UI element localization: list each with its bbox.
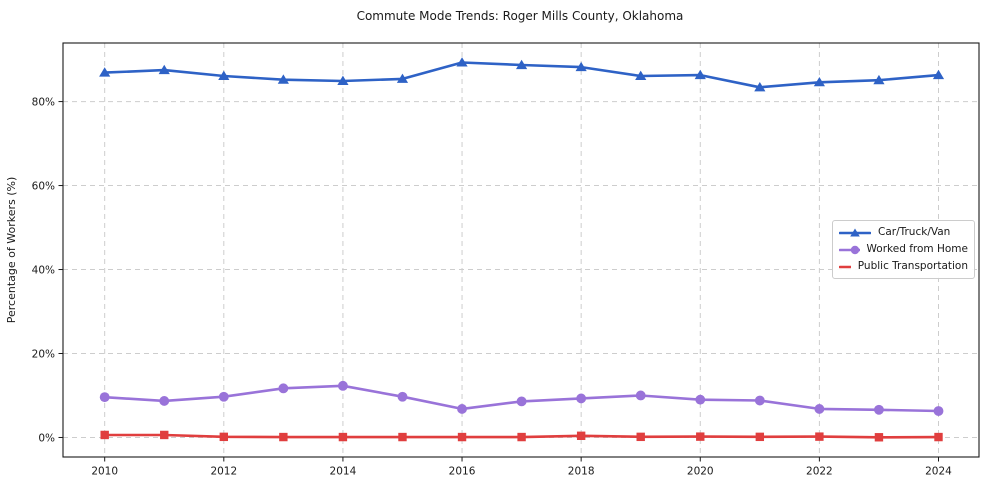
legend-label: Worked from Home bbox=[866, 243, 968, 256]
y-tick-label: 0% bbox=[38, 432, 55, 444]
data-point-marker bbox=[850, 227, 860, 236]
data-point-marker bbox=[99, 67, 111, 77]
data-point-marker bbox=[160, 430, 169, 440]
triangle-legend-marker-icon bbox=[839, 227, 871, 236]
x-tick-label: 2020 bbox=[687, 466, 714, 478]
x-tick-label: 2024 bbox=[925, 466, 952, 478]
data-point-marker bbox=[696, 432, 705, 441]
data-point-marker bbox=[932, 69, 945, 80]
data-point-marker bbox=[815, 432, 824, 441]
y-tick-label: 80% bbox=[32, 96, 55, 108]
chart-title: Commute Mode Trends: Roger Mills County,… bbox=[357, 9, 684, 23]
data-point-marker bbox=[396, 73, 409, 83]
legend: Car/Truck/Van Worked from Home Public Tran… bbox=[832, 220, 975, 279]
data-point-marker bbox=[694, 69, 706, 80]
y-axis-label: Percentage of Workers (%) bbox=[5, 177, 18, 324]
data-point-marker bbox=[517, 432, 526, 442]
data-point-marker bbox=[814, 403, 825, 414]
data-point-marker bbox=[218, 70, 230, 80]
data-point-marker bbox=[158, 64, 170, 75]
tick-labels: 2010 2012 2014 2016 2018 2020 2022 2024 0% 20% 40%… bbox=[32, 96, 953, 477]
x-tick-label: 2016 bbox=[449, 466, 476, 478]
data-point-marker bbox=[813, 76, 825, 87]
axis-ticks bbox=[58, 101, 940, 462]
data-point-marker bbox=[934, 432, 943, 442]
data-point-marker bbox=[754, 395, 765, 406]
data-series bbox=[99, 57, 945, 442]
x-tick-label: 2014 bbox=[330, 466, 357, 478]
data-point-marker bbox=[516, 396, 527, 407]
x-tick-label: 2018 bbox=[568, 466, 595, 478]
data-point-marker bbox=[99, 392, 110, 403]
data-point-marker bbox=[456, 57, 468, 67]
legend-label: Public Transportation bbox=[857, 260, 968, 273]
legend-item: Car/Truck/Van bbox=[839, 227, 968, 239]
data-point-marker bbox=[636, 432, 645, 442]
plot-frame bbox=[62, 42, 980, 458]
data-point-marker bbox=[874, 404, 884, 415]
x-tick-label: 2012 bbox=[210, 466, 237, 478]
data-point-marker bbox=[398, 432, 407, 442]
y-tick-label: 60% bbox=[32, 180, 55, 192]
data-point-marker bbox=[278, 383, 289, 394]
data-point-marker bbox=[515, 59, 528, 70]
y-tick-label: 40% bbox=[32, 264, 55, 276]
data-point-marker bbox=[338, 432, 348, 442]
circle-legend-marker-icon bbox=[839, 245, 860, 254]
y-tick-label: 20% bbox=[32, 348, 55, 360]
data-point-marker bbox=[575, 61, 587, 72]
data-point-marker bbox=[279, 432, 288, 442]
data-point-marker bbox=[100, 430, 109, 440]
data-point-marker bbox=[755, 432, 765, 442]
data-point-marker bbox=[219, 432, 229, 442]
data-point-marker bbox=[635, 390, 646, 401]
x-tick-label: 2022 bbox=[806, 466, 833, 478]
data-point-marker bbox=[850, 245, 860, 254]
legend-label: Car/Truck/Van bbox=[878, 226, 951, 239]
data-point-marker bbox=[873, 74, 885, 85]
data-point-marker bbox=[576, 431, 586, 440]
data-point-marker bbox=[337, 75, 349, 86]
data-point-marker bbox=[695, 394, 706, 405]
legend-item: Worked from Home bbox=[839, 244, 968, 256]
legend-item: Public Transportation bbox=[839, 261, 968, 273]
data-point-marker bbox=[277, 74, 289, 84]
square-legend-marker-icon bbox=[839, 265, 851, 268]
series-public-transportation bbox=[100, 430, 943, 442]
data-point-marker bbox=[218, 391, 229, 402]
series-worked-from-home bbox=[99, 380, 944, 416]
data-point-marker bbox=[754, 81, 766, 92]
data-point-marker bbox=[457, 432, 467, 442]
data-point-marker bbox=[635, 70, 647, 80]
data-point-marker bbox=[457, 403, 467, 414]
series-car-truck-van bbox=[99, 57, 945, 92]
data-point-marker bbox=[576, 393, 587, 404]
x-tick-label: 2010 bbox=[91, 466, 118, 478]
data-point-marker bbox=[337, 380, 348, 391]
data-point-marker bbox=[159, 396, 170, 406]
data-point-marker bbox=[397, 391, 408, 402]
data-point-marker bbox=[874, 433, 884, 442]
data-point-marker bbox=[933, 406, 944, 416]
